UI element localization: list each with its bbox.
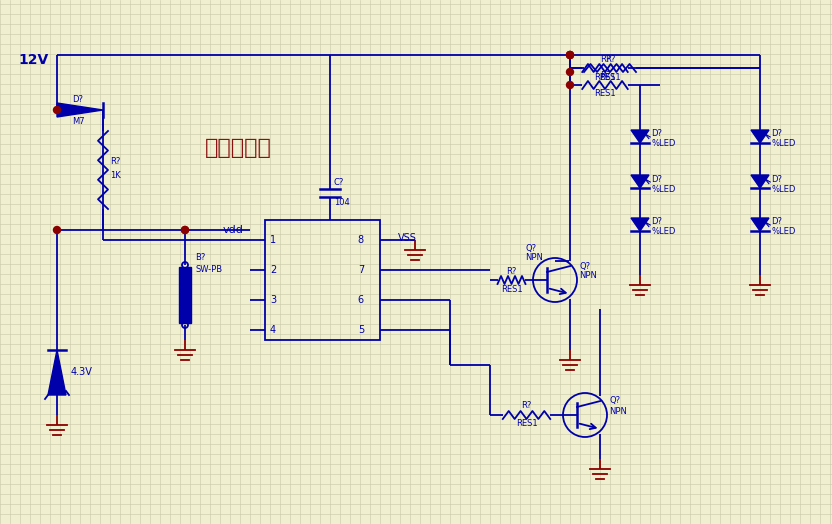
- Circle shape: [181, 226, 189, 234]
- Text: RES1: RES1: [594, 72, 616, 82]
- Polygon shape: [631, 175, 649, 188]
- Text: D?: D?: [771, 217, 782, 226]
- Text: %LED: %LED: [771, 139, 795, 148]
- Text: RES1: RES1: [594, 90, 616, 99]
- Text: 1: 1: [270, 235, 276, 245]
- Text: D?: D?: [651, 217, 662, 226]
- Circle shape: [567, 51, 573, 59]
- Text: R?: R?: [600, 71, 610, 81]
- Polygon shape: [751, 175, 769, 188]
- Circle shape: [53, 226, 61, 234]
- Polygon shape: [751, 218, 769, 231]
- Text: D?: D?: [771, 174, 782, 183]
- Text: C?: C?: [334, 178, 344, 187]
- Text: 8: 8: [358, 235, 364, 245]
- Polygon shape: [179, 267, 191, 323]
- Text: RES1: RES1: [516, 420, 537, 429]
- Circle shape: [53, 106, 61, 114]
- Text: D?: D?: [651, 129, 662, 138]
- Polygon shape: [631, 218, 649, 231]
- Text: 3: 3: [270, 295, 276, 305]
- Text: B?: B?: [195, 253, 206, 261]
- Text: D?: D?: [651, 174, 662, 183]
- Text: 104: 104: [334, 198, 349, 207]
- Text: R?: R?: [600, 54, 610, 63]
- Bar: [265, 220, 380, 340]
- Circle shape: [567, 69, 573, 75]
- Text: M7: M7: [72, 117, 85, 126]
- Text: RES1: RES1: [501, 285, 522, 293]
- Text: %LED: %LED: [651, 184, 676, 193]
- Circle shape: [567, 82, 573, 89]
- Text: R?: R?: [507, 267, 517, 276]
- Text: 7: 7: [358, 265, 364, 275]
- Text: 12V: 12V: [18, 53, 48, 67]
- Text: 4: 4: [270, 325, 276, 335]
- Text: R?: R?: [522, 401, 532, 410]
- Text: 4.3V: 4.3V: [71, 367, 93, 377]
- Circle shape: [567, 51, 573, 59]
- Polygon shape: [751, 130, 769, 143]
- Text: 5: 5: [358, 325, 364, 335]
- Text: VSS: VSS: [398, 233, 417, 243]
- Text: NPN: NPN: [609, 407, 626, 416]
- Text: %LED: %LED: [771, 184, 795, 193]
- Text: 6: 6: [358, 295, 364, 305]
- Text: 1K: 1K: [110, 171, 121, 180]
- Circle shape: [567, 51, 573, 59]
- Text: %LED: %LED: [771, 227, 795, 236]
- Text: R?: R?: [110, 158, 121, 167]
- Text: RES1: RES1: [599, 72, 621, 82]
- Circle shape: [181, 226, 189, 234]
- Polygon shape: [48, 350, 66, 395]
- Text: %LED: %LED: [651, 139, 676, 148]
- Polygon shape: [57, 103, 103, 117]
- Text: SW-PB: SW-PB: [195, 266, 222, 275]
- Text: D?: D?: [72, 94, 83, 104]
- Text: 钑拓旺电子: 钑拓旺电子: [205, 138, 272, 158]
- Text: NPN: NPN: [579, 271, 597, 280]
- Text: Q?: Q?: [579, 261, 590, 270]
- Text: 2: 2: [270, 265, 276, 275]
- Text: vdd: vdd: [223, 225, 244, 235]
- Polygon shape: [631, 130, 649, 143]
- Text: R?: R?: [605, 54, 615, 63]
- Text: NPN: NPN: [525, 254, 542, 263]
- Text: Q?: Q?: [525, 244, 536, 253]
- Text: %LED: %LED: [651, 227, 676, 236]
- Text: Q?: Q?: [609, 397, 620, 406]
- Text: D?: D?: [771, 129, 782, 138]
